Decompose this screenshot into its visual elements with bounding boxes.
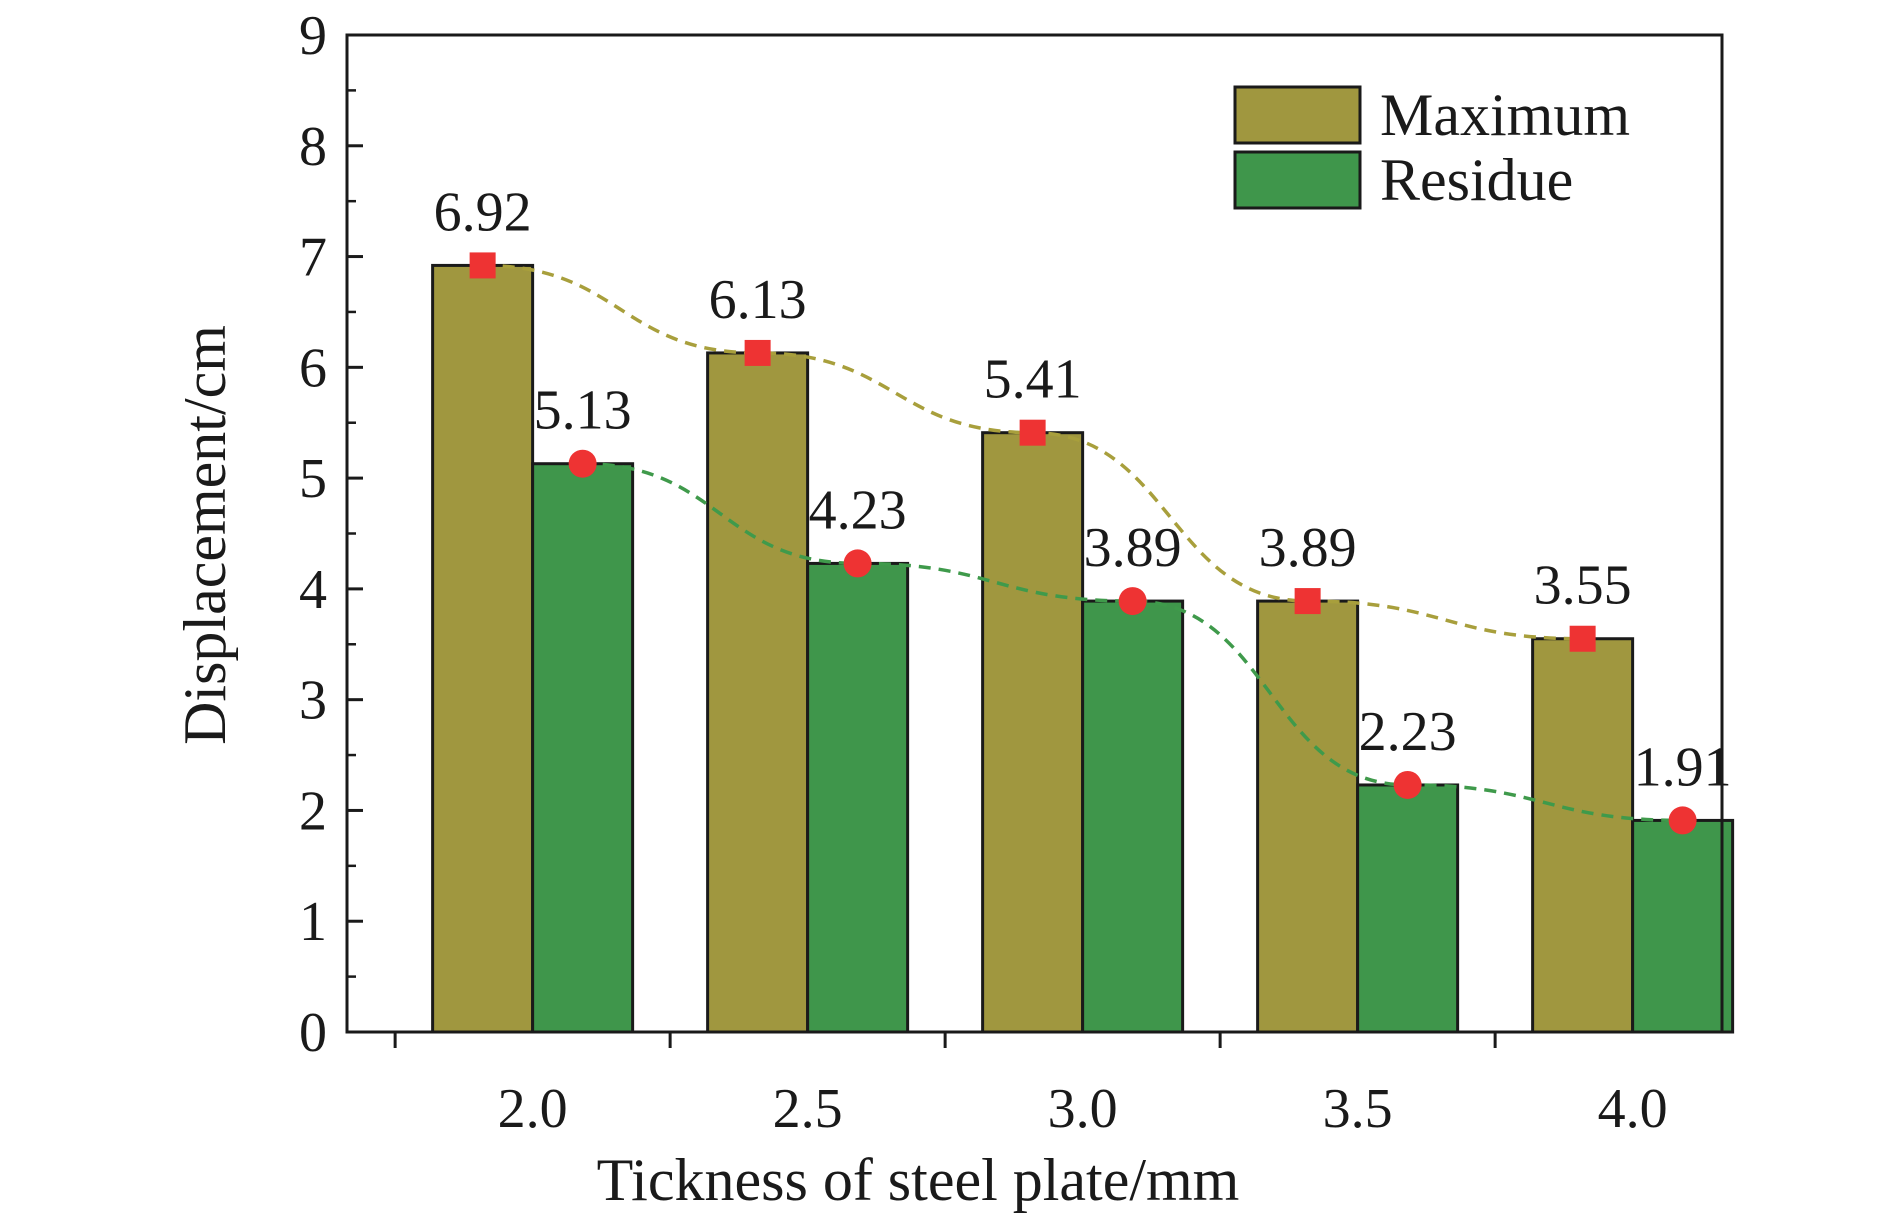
marker-residue-2.0 xyxy=(568,449,597,478)
bar-residue-3.5 xyxy=(1356,783,1460,1034)
marker-maximum-2.0 xyxy=(469,252,496,279)
y-axis-title: Displacement/cm xyxy=(172,325,238,745)
y-tick-label: 4 xyxy=(299,559,327,621)
marker-residue-2.5 xyxy=(843,549,872,578)
data-label-residue-3.5: 2.23 xyxy=(1359,701,1457,763)
legend-swatch-residue xyxy=(1233,150,1362,210)
x-tick-label: 3.0 xyxy=(1048,1078,1118,1140)
bar-maximum-3.0 xyxy=(981,431,1085,1034)
data-label-residue-2.5: 4.23 xyxy=(809,479,907,541)
marker-residue-3.5 xyxy=(1393,770,1422,799)
legend-label-residue: Residue xyxy=(1380,147,1573,213)
y-tick-label: 7 xyxy=(299,227,327,289)
data-label-residue-4.0: 1.91 xyxy=(1634,736,1732,798)
axes-layer: 0 1 2 3 4 5 6 7 8 9 2.0 2.5 3.0 3.5 4.0 xyxy=(299,5,1724,1140)
bar-maximum-3.5 xyxy=(1256,599,1360,1034)
y-tick-label: 1 xyxy=(299,891,327,953)
bar-residue-3.0 xyxy=(1081,599,1185,1034)
data-label-maximum-4.0: 3.55 xyxy=(1534,555,1632,617)
bar-residue-2.5 xyxy=(806,561,910,1034)
marker-maximum-3.0 xyxy=(1019,419,1046,446)
data-label-maximum-3.5: 3.89 xyxy=(1259,517,1357,579)
data-label-residue-3.0: 3.89 xyxy=(1084,517,1182,579)
data-label-maximum-2.5: 6.13 xyxy=(709,269,807,331)
bar-residue-2.0 xyxy=(531,462,635,1034)
bar-maximum-2.0 xyxy=(431,263,535,1034)
marker-maximum-4.0 xyxy=(1569,625,1596,652)
legend-label-maximum: Maximum xyxy=(1380,82,1630,148)
bar-maximum-2.5 xyxy=(706,351,810,1034)
x-axis-title: Tickness of steel plate/mm xyxy=(597,1147,1240,1213)
bar-residue-4.0 xyxy=(1631,818,1735,1034)
marker-maximum-2.5 xyxy=(744,339,771,366)
y-tick-label: 6 xyxy=(299,337,327,399)
y-tick-label: 2 xyxy=(299,780,327,842)
data-labels-layer: 6.92 6.13 5.41 3.89 3.55 5.13 4.23 3.89 2.23 1.91 xyxy=(434,181,1732,798)
y-tick-label: 8 xyxy=(299,116,327,178)
marker-residue-4.0 xyxy=(1668,806,1697,835)
data-label-residue-2.0: 5.13 xyxy=(534,380,632,442)
marker-maximum-3.5 xyxy=(1294,588,1321,615)
trend-line-residue xyxy=(582,461,1683,823)
data-label-maximum-2.0: 6.92 xyxy=(434,181,532,243)
y-tick-label: 3 xyxy=(299,670,327,732)
data-label-maximum-3.0: 5.41 xyxy=(984,349,1082,411)
y-tick-label: 9 xyxy=(299,5,327,67)
marker-residue-3.0 xyxy=(1118,587,1147,616)
x-tick-label: 4.0 xyxy=(1598,1078,1668,1140)
legend-swatch-maximum xyxy=(1233,85,1362,145)
y-tick-label: 0 xyxy=(299,1002,327,1064)
x-tick-label: 3.5 xyxy=(1323,1078,1393,1140)
x-tick-label: 2.5 xyxy=(773,1078,843,1140)
markers-layer xyxy=(469,252,1697,835)
bar-maximum-4.0 xyxy=(1531,637,1635,1034)
y-tick-label: 5 xyxy=(299,448,327,510)
x-tick-label: 2.0 xyxy=(498,1078,568,1140)
